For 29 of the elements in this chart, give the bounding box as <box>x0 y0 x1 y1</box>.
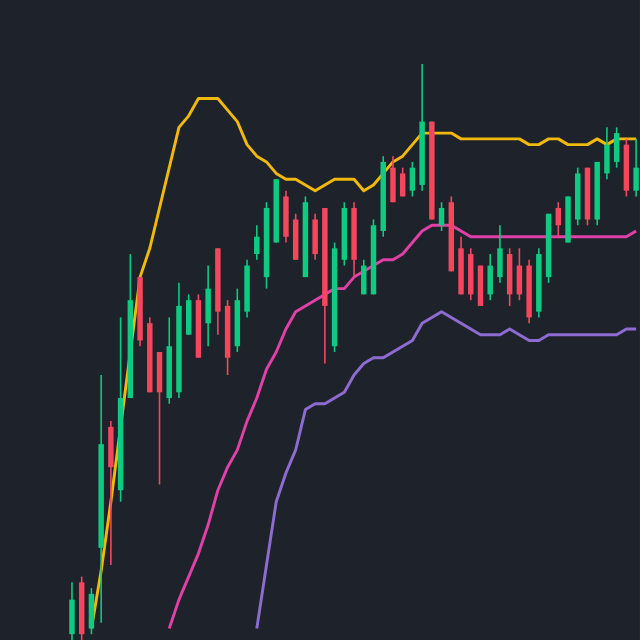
candlestick <box>409 161 416 198</box>
candlestick <box>506 247 513 307</box>
candlestick <box>185 293 192 336</box>
candlestick <box>244 259 250 319</box>
candlestick <box>497 224 503 284</box>
candlestick <box>205 264 211 348</box>
candlestick <box>390 155 396 204</box>
candlestick <box>292 212 299 261</box>
candlestick <box>312 212 318 261</box>
candlestick <box>234 287 241 353</box>
candlestick <box>623 138 630 198</box>
candlestick <box>399 166 406 198</box>
candlestick <box>88 587 95 636</box>
candlestick <box>575 166 581 227</box>
candlestick <box>458 235 464 296</box>
candlestick <box>156 351 163 486</box>
candlestick <box>633 138 639 198</box>
candlestick <box>613 126 620 169</box>
candlestick <box>108 420 114 566</box>
candlestick <box>487 253 493 301</box>
candlestick <box>254 224 260 261</box>
candlestick <box>477 264 484 307</box>
candlestick <box>565 195 571 244</box>
candlestick <box>555 201 562 238</box>
candlestick <box>69 581 75 640</box>
candlestick <box>604 126 610 180</box>
candlestick <box>438 201 445 232</box>
candlestick <box>283 189 289 244</box>
candlestick <box>468 247 474 301</box>
